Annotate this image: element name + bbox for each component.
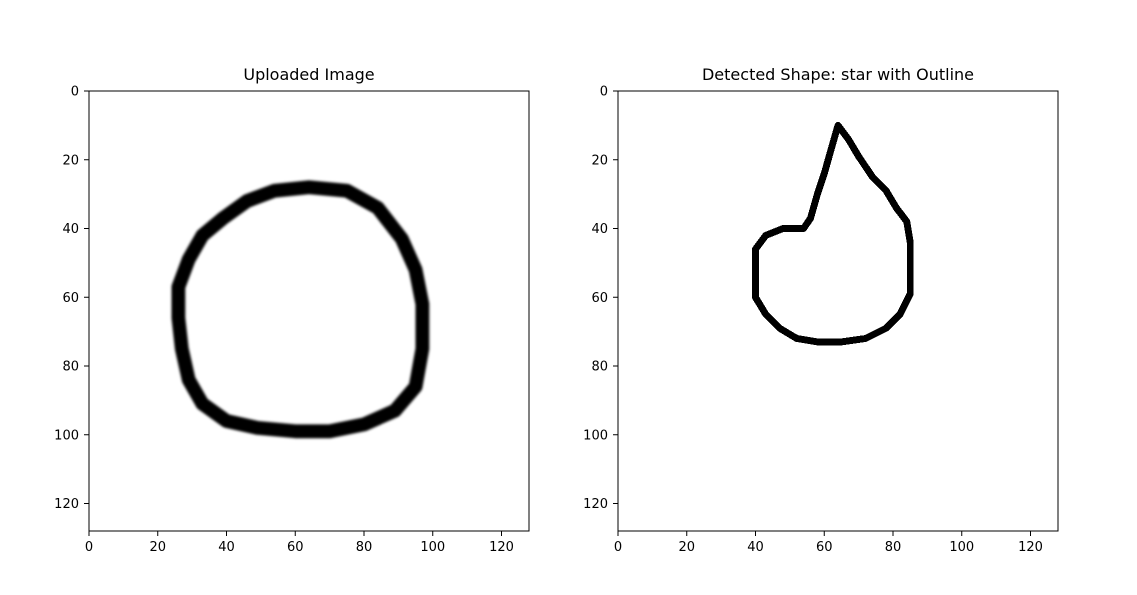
y-tick-label: 0 bbox=[71, 85, 79, 100]
x-tick-label: 60 bbox=[287, 540, 304, 555]
y-tick-label: 100 bbox=[54, 428, 79, 443]
panel-title: Detected Shape: star with Outline bbox=[702, 65, 974, 84]
y-tick-label: 80 bbox=[591, 360, 608, 375]
x-tick-label: 20 bbox=[678, 540, 695, 555]
y-tick-label: 120 bbox=[583, 497, 608, 512]
y-tick-label: 20 bbox=[591, 153, 608, 168]
y-tick-label: 80 bbox=[62, 360, 79, 375]
panel-title: Uploaded Image bbox=[243, 65, 374, 84]
y-tick-label: 0 bbox=[600, 85, 608, 100]
x-tick-label: 0 bbox=[614, 540, 622, 555]
x-tick-label: 120 bbox=[1018, 540, 1043, 555]
x-tick-label: 60 bbox=[816, 540, 833, 555]
x-tick-label: 0 bbox=[85, 540, 93, 555]
y-tick-label: 120 bbox=[54, 497, 79, 512]
detected-shape-panel: Detected Shape: star with Outline 0 20 40 6… bbox=[583, 65, 1059, 555]
y-tick-label: 40 bbox=[591, 222, 608, 237]
y-tick-label: 60 bbox=[591, 291, 608, 306]
x-tick-label: 100 bbox=[420, 540, 445, 555]
x-tick-label: 80 bbox=[356, 540, 373, 555]
y-tick-label: 20 bbox=[62, 153, 79, 168]
x-tick-label: 40 bbox=[747, 540, 764, 555]
plot-area bbox=[617, 90, 1059, 532]
x-tick-label: 20 bbox=[149, 540, 166, 555]
plot-area bbox=[88, 90, 530, 532]
y-tick-label: 100 bbox=[583, 428, 608, 443]
x-tick-label: 120 bbox=[489, 540, 514, 555]
x-tick-label: 40 bbox=[218, 540, 235, 555]
x-tick-label: 80 bbox=[885, 540, 902, 555]
y-tick-label: 60 bbox=[62, 291, 79, 306]
y-tick-label: 40 bbox=[62, 222, 79, 237]
uploaded-image-panel: Uploaded Image 0 20 40 60 80 100 120 0 20 40 60 80 1… bbox=[54, 65, 530, 555]
drawn-shape-outline bbox=[171, 180, 430, 439]
x-tick-label: 100 bbox=[949, 540, 974, 555]
drawn-shape-outline bbox=[752, 121, 914, 346]
